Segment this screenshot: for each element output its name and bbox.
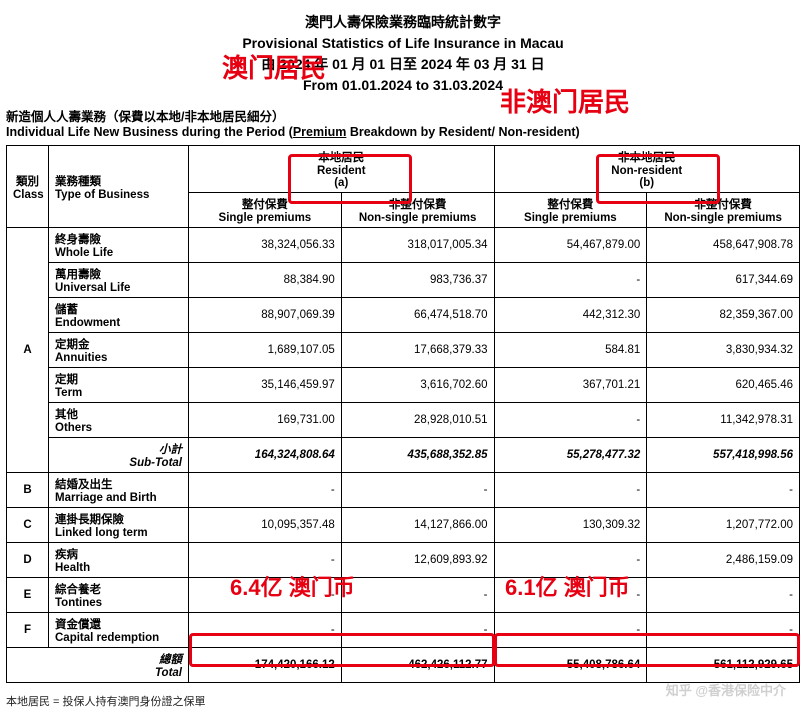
subheader-zh: 新造個人人壽業務（保費以本地/非本地居民細分） (6, 106, 800, 125)
total-row: 總額Total174,420,166.12462,426,112.7755,40… (7, 648, 800, 683)
header-line2: Provisional Statistics of Life Insurance… (6, 33, 800, 54)
subtotal-row: 小計Sub-Total164,324,808.64435,688,352.855… (7, 438, 800, 473)
th-type: 業務種類Type of Business (49, 146, 189, 228)
th-class: 類別Class (7, 146, 49, 228)
th-nonresident: 非本地居民Non-resident(b) (494, 146, 800, 193)
header-line4: From 01.01.2024 to 31.03.2024 (6, 75, 800, 96)
th-nres-sp: 整付保費Single premiums (494, 193, 647, 228)
header-line1: 澳門人壽保險業務臨時統計數字 (6, 12, 800, 33)
header-line3: 由 2024 年 01 月 01 日至 2024 年 03 月 31 日 (6, 54, 800, 75)
table-row: D疾病Health-12,609,893.92-2,486,159.09 (7, 543, 800, 578)
table-row: 定期金Annuities1,689,107.0517,668,379.33584… (7, 333, 800, 368)
footnote: 本地居民 = 投保人持有澳門身份證之保單 (6, 693, 800, 709)
doc-header: 澳門人壽保險業務臨時統計數字 Provisional Statistics of… (6, 12, 800, 96)
subheader: 新造個人人壽業務（保費以本地/非本地居民細分） Individual Life … (6, 106, 800, 139)
table-row: C連掛長期保險Linked long term10,095,357.4814,1… (7, 508, 800, 543)
table-row: 定期Term35,146,459.973,616,702.60367,701.2… (7, 368, 800, 403)
table-row: 萬用壽險Universal Life88,384.90983,736.37-61… (7, 263, 800, 298)
th-res-nsp: 非整付保費Non-single premiums (341, 193, 494, 228)
table-row: E綜合養老Tontines---- (7, 578, 800, 613)
table-row: 儲蓄Endowment88,907,069.3966,474,518.70442… (7, 298, 800, 333)
th-res-sp: 整付保費Single premiums (189, 193, 342, 228)
subheader-en: Individual Life New Business during the … (6, 125, 800, 139)
stats-table: 類別Class 業務種類Type of Business 本地居民Residen… (6, 145, 800, 683)
table-row: A終身壽險Whole Life38,324,056.33318,017,005.… (7, 228, 800, 263)
table-row: B結婚及出生Marriage and Birth---- (7, 473, 800, 508)
th-nres-nsp: 非整付保費Non-single premiums (647, 193, 800, 228)
th-resident: 本地居民Resident(a) (189, 146, 495, 193)
table-row: 其他Others169,731.0028,928,010.51-11,342,9… (7, 403, 800, 438)
table-row: F資金償還Capital redemption---- (7, 613, 800, 648)
